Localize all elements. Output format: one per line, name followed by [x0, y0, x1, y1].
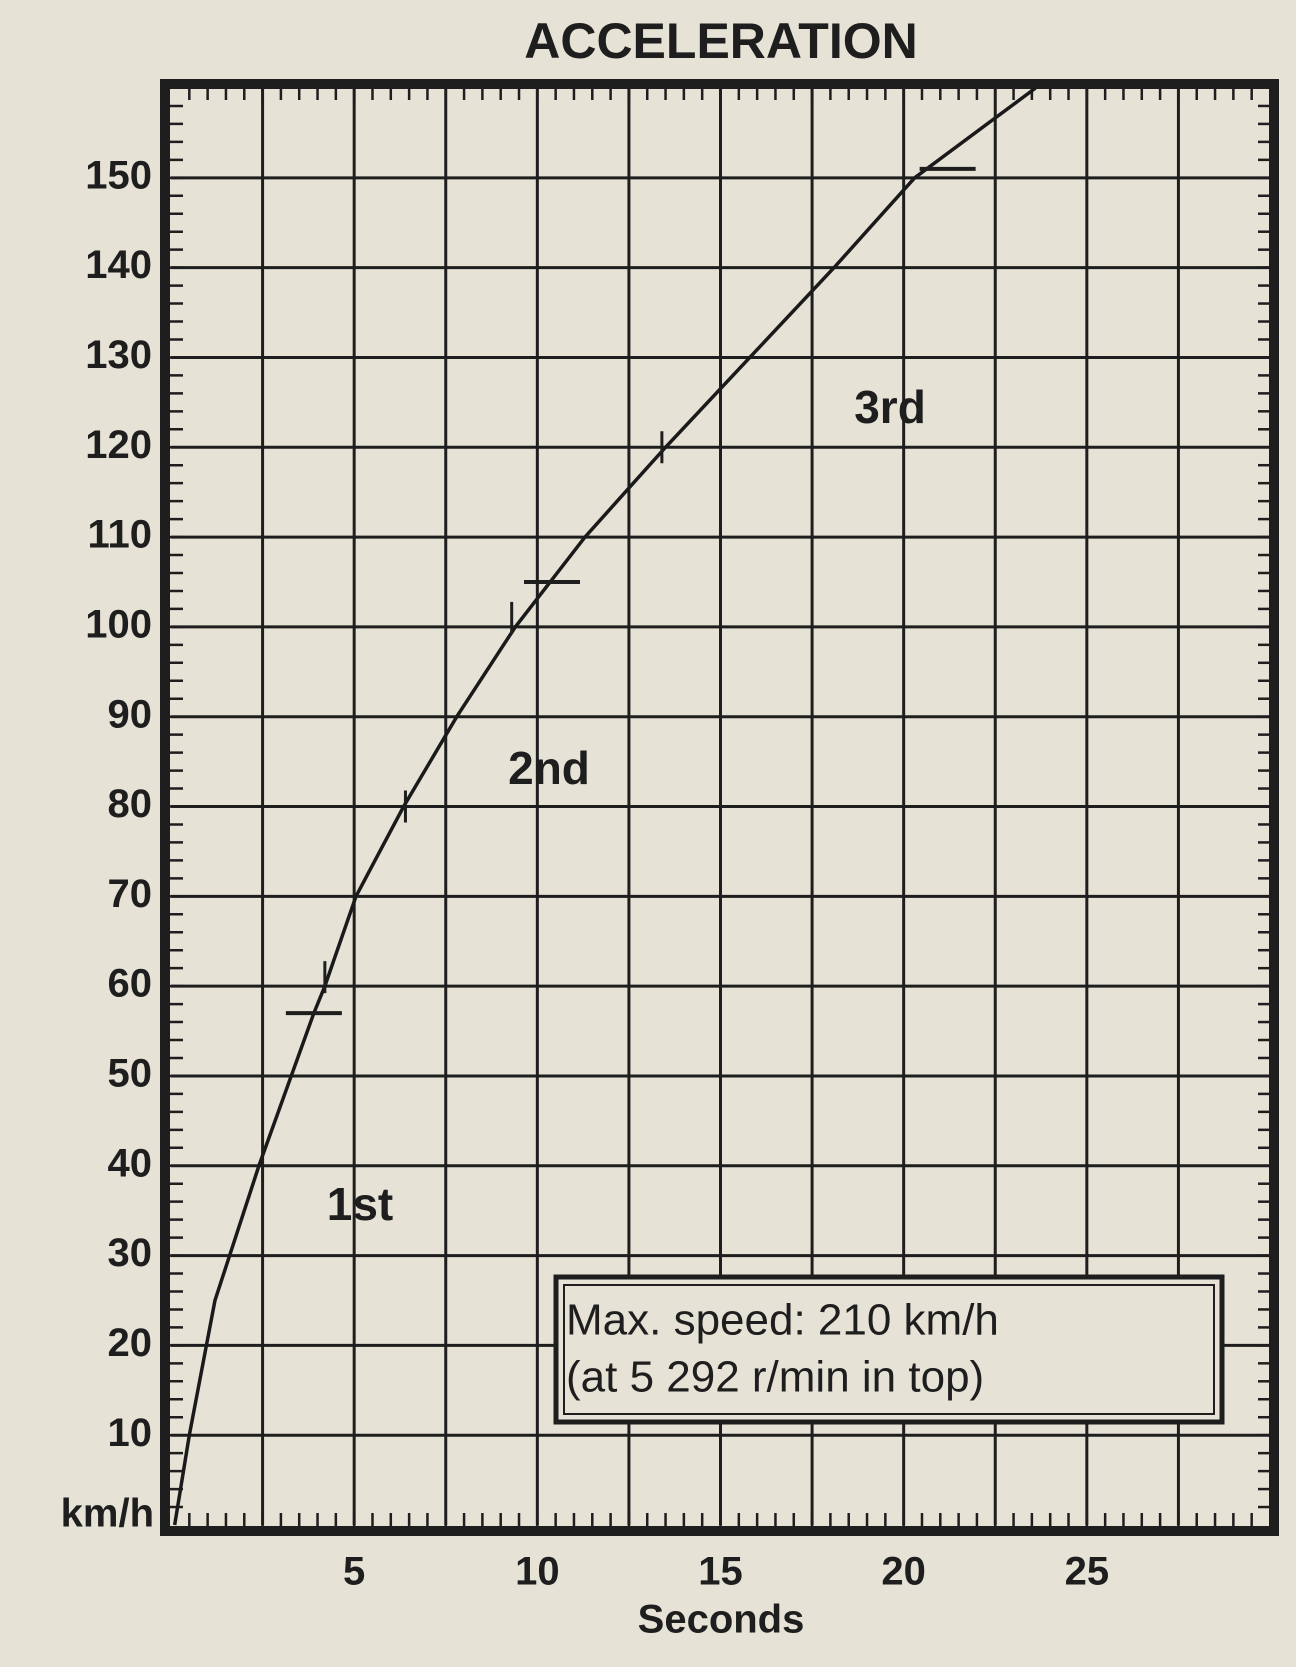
y-tick-label: 120	[85, 423, 152, 467]
x-tick-label: 10	[515, 1550, 560, 1594]
y-tick-label: 150	[85, 153, 152, 197]
y-tick-label: 40	[108, 1141, 153, 1185]
y-axis-label: km/h	[61, 1492, 154, 1536]
x-tick-label: 20	[881, 1550, 926, 1594]
note-text: Max. speed: 210 km/h	[566, 1296, 999, 1345]
curve	[172, 86, 1037, 1526]
gear-label: 3rd	[854, 381, 926, 433]
y-tick-label: 130	[85, 333, 152, 377]
plot-frame	[160, 79, 1279, 1536]
gear-label: 1st	[327, 1178, 393, 1230]
y-tick-label: 60	[108, 962, 153, 1006]
y-tick-label: 20	[108, 1321, 153, 1365]
x-axis-label: Seconds	[638, 1598, 805, 1642]
x-tick-label: 5	[343, 1550, 365, 1594]
y-tick-label: 80	[108, 782, 153, 826]
y-tick-label: 100	[85, 602, 152, 646]
gear-label: 2nd	[508, 742, 590, 794]
y-tick-label: 140	[85, 243, 152, 287]
y-tick-label: 50	[108, 1052, 153, 1096]
note-border	[563, 1284, 1215, 1415]
note-text: (at 5 292 r/min in top)	[566, 1353, 984, 1402]
note-box: Max. speed: 210 km/h (at 5 292 r/min in …	[553, 1274, 1225, 1425]
y-tick-label: 10	[108, 1411, 153, 1455]
y-tick-label: 70	[108, 872, 153, 916]
y-tick-label: 30	[108, 1231, 153, 1275]
chart-title: ACCELERATION	[524, 13, 918, 69]
note-border	[553, 1274, 1225, 1425]
x-tick-label: 25	[1065, 1550, 1110, 1594]
y-tick-label: 110	[87, 513, 152, 557]
x-tick-label: 15	[698, 1550, 743, 1594]
y-tick-label: 90	[108, 692, 153, 736]
